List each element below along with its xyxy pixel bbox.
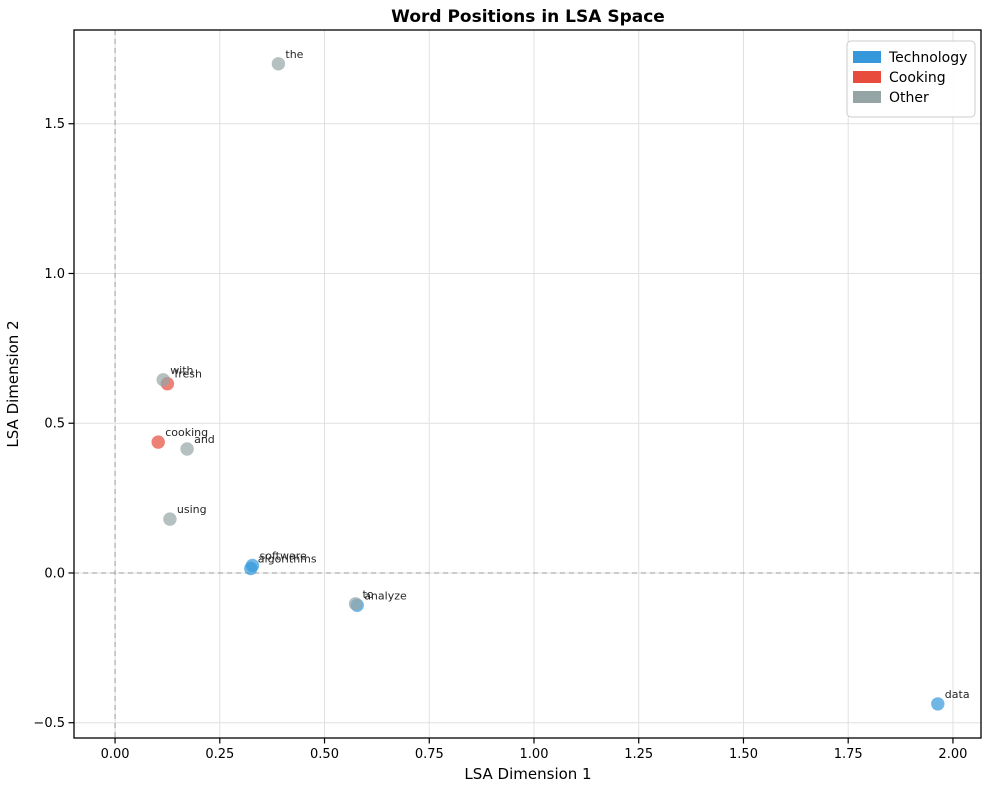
x-tick-label: 1.50 — [729, 747, 758, 762]
grid-lines — [74, 30, 981, 738]
legend-label-cooking: Cooking — [889, 70, 946, 86]
x-tick-label: 0.75 — [415, 747, 444, 762]
point-label-with: with — [170, 364, 193, 377]
data-point-using — [163, 512, 177, 526]
point-label-data: data — [945, 688, 970, 701]
point-label-software: software — [260, 550, 307, 563]
y-tick-label: 0.0 — [44, 567, 65, 582]
y-tick-label: 1.5 — [44, 117, 65, 132]
legend-swatch-cooking — [853, 71, 881, 83]
legend: Technology Cooking Other — [846, 40, 976, 118]
x-tick-label: 1.00 — [520, 747, 549, 762]
x-axis-label: LSA Dimension 1 — [464, 765, 591, 783]
plot-border — [73, 29, 982, 739]
y-axis-label: LSA Dimension 2 — [4, 320, 22, 447]
x-tick-label: 0.00 — [101, 747, 130, 762]
data-point-algorithms — [244, 561, 258, 576]
scatter-points — [151, 57, 945, 711]
data-point-to — [348, 597, 363, 611]
y-tick-label: 0.5 — [44, 417, 65, 432]
x-tick-label: 0.25 — [205, 747, 234, 762]
point-label-using: using — [177, 503, 207, 516]
axes: 0.00 0.25 0.50 0.75 1.00 1.25 1.50 1.75 2.00 −0.5… — [33, 29, 982, 762]
y-tick-label: −0.5 — [33, 716, 65, 731]
x-tick-label: 1.25 — [624, 747, 653, 762]
data-point-cooking — [151, 435, 165, 449]
x-tick-label: 1.75 — [834, 747, 863, 762]
point-label-cooking: cooking — [165, 426, 208, 439]
point-label-to: to — [363, 588, 374, 601]
data-point-data — [931, 697, 945, 711]
zero-reference-lines — [74, 30, 981, 738]
x-tick-label: 2.00 — [938, 747, 967, 762]
x-tick-label: 0.50 — [310, 747, 339, 762]
point-label-algorithms: algorithms — [258, 553, 317, 566]
data-point-the — [271, 57, 286, 71]
data-point-with — [156, 373, 170, 387]
y-tick-label: 1.0 — [44, 267, 65, 282]
data-point-and — [180, 442, 194, 456]
legend-swatch-other — [853, 91, 881, 103]
point-label-and: and — [194, 433, 215, 446]
point-label-analyze: analyze — [364, 589, 407, 602]
point-label-the: the — [285, 48, 303, 61]
chart-title: Word Positions in LSA Space — [391, 7, 665, 27]
legend-label-other: Other — [889, 90, 929, 106]
legend-label-technology: Technology — [888, 50, 967, 66]
legend-swatch-technology — [853, 51, 881, 63]
point-label-fresh: fresh — [174, 368, 202, 381]
